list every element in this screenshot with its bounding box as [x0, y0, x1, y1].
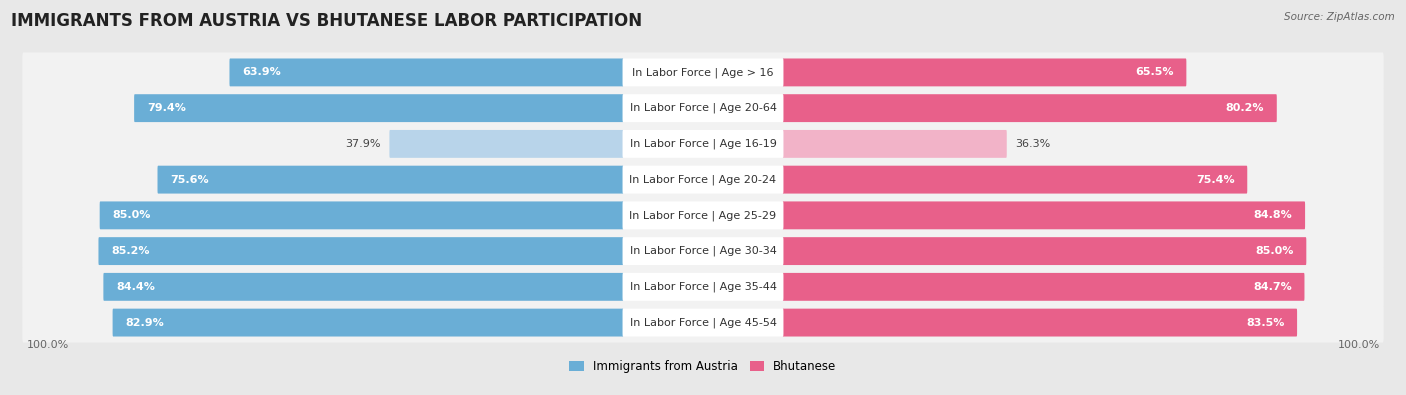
FancyBboxPatch shape: [783, 273, 1305, 301]
Text: In Labor Force | Age 20-64: In Labor Force | Age 20-64: [630, 103, 776, 113]
FancyBboxPatch shape: [623, 166, 783, 194]
FancyBboxPatch shape: [623, 237, 783, 265]
FancyBboxPatch shape: [623, 58, 783, 87]
FancyBboxPatch shape: [783, 237, 1306, 265]
Text: 36.3%: 36.3%: [1015, 139, 1050, 149]
Text: In Labor Force | Age > 16: In Labor Force | Age > 16: [633, 67, 773, 78]
FancyBboxPatch shape: [623, 130, 783, 158]
Text: In Labor Force | Age 25-29: In Labor Force | Age 25-29: [630, 210, 776, 221]
FancyBboxPatch shape: [623, 273, 783, 301]
Text: In Labor Force | Age 16-19: In Labor Force | Age 16-19: [630, 139, 776, 149]
Text: 85.2%: 85.2%: [111, 246, 150, 256]
FancyBboxPatch shape: [22, 303, 1384, 342]
FancyBboxPatch shape: [783, 94, 1277, 122]
FancyBboxPatch shape: [783, 201, 1305, 229]
Text: 63.9%: 63.9%: [242, 68, 281, 77]
FancyBboxPatch shape: [783, 308, 1298, 337]
FancyBboxPatch shape: [22, 160, 1384, 199]
FancyBboxPatch shape: [134, 94, 623, 122]
FancyBboxPatch shape: [623, 308, 783, 337]
Text: 100.0%: 100.0%: [27, 340, 69, 350]
Text: 75.6%: 75.6%: [170, 175, 209, 184]
FancyBboxPatch shape: [22, 196, 1384, 235]
Text: 75.4%: 75.4%: [1197, 175, 1234, 184]
Text: In Labor Force | Age 30-34: In Labor Force | Age 30-34: [630, 246, 776, 256]
Text: 83.5%: 83.5%: [1246, 318, 1284, 327]
FancyBboxPatch shape: [389, 130, 623, 158]
Text: 84.8%: 84.8%: [1254, 211, 1292, 220]
Text: 82.9%: 82.9%: [125, 318, 165, 327]
Text: In Labor Force | Age 20-24: In Labor Force | Age 20-24: [630, 174, 776, 185]
FancyBboxPatch shape: [22, 88, 1384, 128]
Text: Source: ZipAtlas.com: Source: ZipAtlas.com: [1284, 12, 1395, 22]
Text: 100.0%: 100.0%: [1337, 340, 1379, 350]
FancyBboxPatch shape: [229, 58, 623, 87]
Text: 65.5%: 65.5%: [1135, 68, 1174, 77]
Legend: Immigrants from Austria, Bhutanese: Immigrants from Austria, Bhutanese: [565, 355, 841, 378]
FancyBboxPatch shape: [783, 130, 1007, 158]
FancyBboxPatch shape: [100, 201, 623, 229]
Text: In Labor Force | Age 45-54: In Labor Force | Age 45-54: [630, 317, 776, 328]
FancyBboxPatch shape: [157, 166, 623, 194]
Text: 84.4%: 84.4%: [117, 282, 155, 292]
Text: IMMIGRANTS FROM AUSTRIA VS BHUTANESE LABOR PARTICIPATION: IMMIGRANTS FROM AUSTRIA VS BHUTANESE LAB…: [11, 12, 643, 30]
FancyBboxPatch shape: [98, 237, 623, 265]
FancyBboxPatch shape: [783, 166, 1247, 194]
FancyBboxPatch shape: [22, 231, 1384, 271]
FancyBboxPatch shape: [22, 124, 1384, 164]
Text: 85.0%: 85.0%: [1256, 246, 1294, 256]
Text: 85.0%: 85.0%: [112, 211, 150, 220]
Text: 80.2%: 80.2%: [1226, 103, 1264, 113]
Text: In Labor Force | Age 35-44: In Labor Force | Age 35-44: [630, 282, 776, 292]
FancyBboxPatch shape: [22, 267, 1384, 307]
FancyBboxPatch shape: [22, 53, 1384, 92]
Text: 79.4%: 79.4%: [146, 103, 186, 113]
FancyBboxPatch shape: [112, 308, 623, 337]
FancyBboxPatch shape: [623, 201, 783, 229]
Text: 84.7%: 84.7%: [1253, 282, 1292, 292]
FancyBboxPatch shape: [783, 58, 1187, 87]
FancyBboxPatch shape: [623, 94, 783, 122]
Text: 37.9%: 37.9%: [346, 139, 381, 149]
FancyBboxPatch shape: [104, 273, 623, 301]
